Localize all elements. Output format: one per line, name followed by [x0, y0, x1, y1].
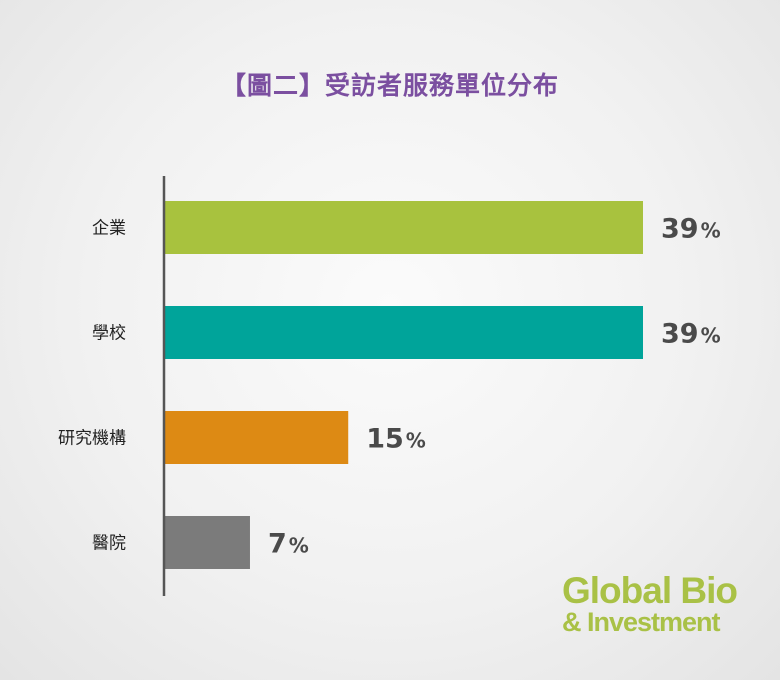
category-label: 學校 [92, 324, 126, 344]
category-label: 研究機構 [58, 429, 126, 449]
data-label: 39% [661, 214, 721, 245]
data-label: 39% [661, 319, 721, 350]
percent-sign: % [406, 429, 426, 453]
logo-line2: & Investment [562, 607, 721, 637]
category-label: 醫院 [92, 534, 126, 554]
bar-1 [164, 201, 643, 254]
percent-sign: % [701, 219, 721, 243]
logo-line1: Global Bio [562, 570, 738, 611]
percent-sign: % [701, 324, 721, 348]
global-bio-investment-logo: Global Bio & Investment [562, 572, 762, 636]
bar-3 [164, 411, 349, 464]
bar-4 [164, 516, 250, 569]
chart-title: 【圖二】受訪者服務單位分布 [220, 71, 559, 100]
data-label: 15% [366, 424, 426, 455]
percent-sign: % [289, 534, 309, 558]
bar-2 [164, 306, 643, 359]
data-label: 7% [268, 529, 309, 560]
category-label: 企業 [92, 219, 126, 239]
